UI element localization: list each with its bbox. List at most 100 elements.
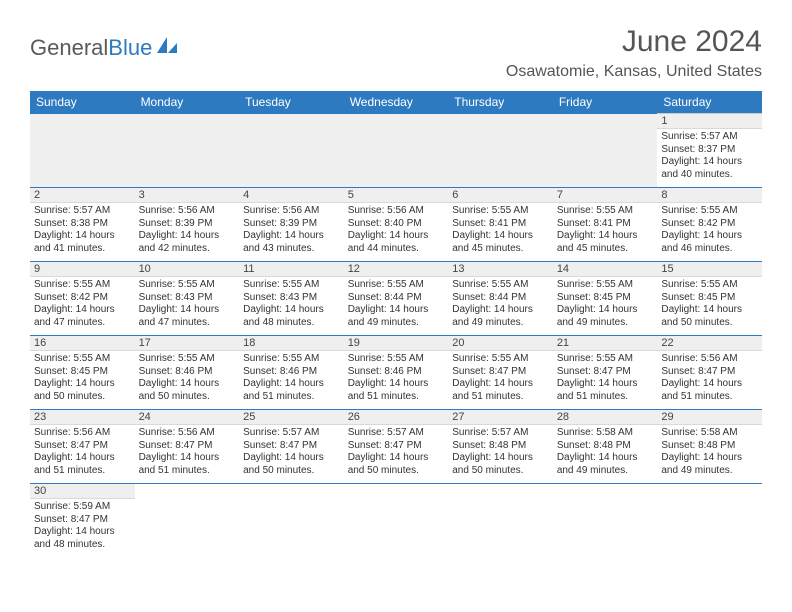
calendar-cell: 12 Sunrise: 5:55 AMSunset: 8:44 PMDayligh… (344, 262, 449, 336)
calendar-week: 16 Sunrise: 5:55 AMSunset: 8:45 PMDayligh… (30, 336, 762, 410)
calendar-cell (30, 114, 135, 188)
day-number: 12 (344, 262, 449, 277)
calendar-cell (448, 484, 553, 558)
calendar-cell: 7Sunrise: 5:55 AMSunset: 8:41 PMDaylight… (553, 188, 658, 262)
logo: GeneralBlue (30, 35, 179, 61)
day-number: 29 (657, 410, 762, 425)
day-info: Sunrise: 5:55 AMSunset: 8:47 PMDaylight:… (557, 353, 654, 403)
day-number: 19 (344, 336, 449, 351)
day-info: Sunrise: 5:55 AMSunset: 8:47 PMDaylight:… (452, 353, 549, 403)
day-info: Sunrise: 5:57 AMSunset: 8:47 PMDaylight:… (243, 427, 340, 477)
day-info: Sunrise: 5:55 AMSunset: 8:45 PMDaylight:… (661, 279, 758, 329)
calendar-cell (553, 484, 658, 558)
calendar-cell: 6Sunrise: 5:55 AMSunset: 8:41 PMDaylight… (448, 188, 553, 262)
calendar-cell: 26Sunrise: 5:57 AMSunset: 8:47 PMDayligh… (344, 410, 449, 484)
calendar-cell (657, 484, 762, 558)
day-header: Friday (553, 91, 658, 114)
calendar-cell: 10 Sunrise: 5:55 AMSunset: 8:43 PMDayligh… (135, 262, 240, 336)
calendar-cell: 14 Sunrise: 5:55 AMSunset: 8:45 PMDayligh… (553, 262, 658, 336)
calendar-cell (344, 484, 449, 558)
day-info: Sunrise: 5:55 AMSunset: 8:42 PMDaylight:… (661, 205, 758, 255)
day-info: Sunrise: 5:55 AMSunset: 8:46 PMDaylight:… (243, 353, 340, 403)
calendar-table: SundayMondayTuesdayWednesdayThursdayFrid… (30, 91, 762, 558)
calendar-cell: 15Sunrise: 5:55 AMSunset: 8:45 PMDayligh… (657, 262, 762, 336)
calendar-cell: 11Sunrise: 5:55 AMSunset: 8:43 PMDayligh… (239, 262, 344, 336)
calendar-cell: 28Sunrise: 5:58 AMSunset: 8:48 PMDayligh… (553, 410, 658, 484)
day-info: Sunrise: 5:57 AMSunset: 8:48 PMDaylight:… (452, 427, 549, 477)
logo-text-part2: Blue (108, 35, 152, 61)
calendar-cell: 23 Sunrise: 5:56 AMSunset: 8:47 PMDayligh… (30, 410, 135, 484)
logo-text-part1: General (30, 35, 108, 61)
calendar-week: 1 Sunrise: 5:57 AMSunset: 8:37 PMDaylight… (30, 114, 762, 188)
month-title: June 2024 (506, 25, 762, 59)
day-info: Sunrise: 5:55 AMSunset: 8:46 PMDaylight:… (139, 353, 236, 403)
calendar-cell: 3Sunrise: 5:56 AMSunset: 8:39 PMDaylight… (135, 188, 240, 262)
calendar-cell: 13Sunrise: 5:55 AMSunset: 8:44 PMDayligh… (448, 262, 553, 336)
day-number: 6 (448, 188, 553, 203)
day-info: Sunrise: 5:55 AMSunset: 8:44 PMDaylight:… (348, 279, 445, 329)
day-number: 27 (448, 410, 553, 425)
calendar-week: 23 Sunrise: 5:56 AMSunset: 8:47 PMDayligh… (30, 410, 762, 484)
day-info: Sunrise: 5:55 AMSunset: 8:43 PMDaylight:… (243, 279, 340, 329)
title-block: June 2024 Osawatomie, Kansas, United Sta… (506, 25, 762, 81)
calendar-cell: 4 Sunrise: 5:56 AMSunset: 8:39 PMDaylight… (239, 188, 344, 262)
day-number: 13 (448, 262, 553, 277)
day-number: 2 (30, 188, 135, 203)
day-number: 21 (553, 336, 658, 351)
day-info: Sunrise: 5:56 AMSunset: 8:40 PMDaylight:… (348, 205, 445, 255)
day-info: Sunrise: 5:56 AMSunset: 8:47 PMDaylight:… (34, 427, 131, 477)
day-number: 7 (553, 188, 658, 203)
calendar-cell: 8 Sunrise: 5:55 AMSunset: 8:42 PMDaylight… (657, 188, 762, 262)
day-number: 16 (30, 336, 135, 351)
calendar-header-row: SundayMondayTuesdayWednesdayThursdayFrid… (30, 91, 762, 114)
calendar-cell: 27 Sunrise: 5:57 AMSunset: 8:48 PMDayligh… (448, 410, 553, 484)
day-info: Sunrise: 5:55 AMSunset: 8:42 PMDaylight:… (34, 279, 131, 329)
day-number: 14 (553, 262, 658, 277)
day-header: Thursday (448, 91, 553, 114)
header: GeneralBlue June 2024 Osawatomie, Kansas… (30, 25, 762, 81)
day-number: 28 (553, 410, 658, 425)
calendar-week: 9 Sunrise: 5:55 AMSunset: 8:42 PMDaylight… (30, 262, 762, 336)
day-info: Sunrise: 5:55 AMSunset: 8:45 PMDaylight:… (557, 279, 654, 329)
day-number: 18 (239, 336, 344, 351)
calendar-cell (239, 484, 344, 558)
day-number: 3 (135, 188, 240, 203)
calendar-cell: 22 Sunrise: 5:56 AMSunset: 8:47 PMDayligh… (657, 336, 762, 410)
calendar-cell: 24Sunrise: 5:56 AMSunset: 8:47 PMDayligh… (135, 410, 240, 484)
day-header: Sunday (30, 91, 135, 114)
day-info: Sunrise: 5:55 AMSunset: 8:46 PMDaylight:… (348, 353, 445, 403)
calendar-cell (135, 114, 240, 188)
day-info: Sunrise: 5:56 AMSunset: 8:39 PMDaylight:… (243, 205, 340, 255)
day-number: 23 (30, 410, 135, 425)
calendar-cell: 29Sunrise: 5:58 AMSunset: 8:48 PMDayligh… (657, 410, 762, 484)
day-info: Sunrise: 5:55 AMSunset: 8:45 PMDaylight:… (34, 353, 131, 403)
day-info: Sunrise: 5:59 AMSunset: 8:47 PMDaylight:… (34, 501, 131, 551)
calendar-cell: 18 Sunrise: 5:55 AMSunset: 8:46 PMDayligh… (239, 336, 344, 410)
calendar-cell: 1 Sunrise: 5:57 AMSunset: 8:37 PMDaylight… (657, 114, 762, 188)
calendar-cell: 19 Sunrise: 5:55 AMSunset: 8:46 PMDayligh… (344, 336, 449, 410)
location: Osawatomie, Kansas, United States (506, 63, 762, 81)
calendar-cell: 2Sunrise: 5:57 AMSunset: 8:38 PMDaylight… (30, 188, 135, 262)
day-number: 1 (657, 114, 762, 129)
calendar-cell: 5Sunrise: 5:56 AMSunset: 8:40 PMDaylight… (344, 188, 449, 262)
day-info: Sunrise: 5:55 AMSunset: 8:43 PMDaylight:… (139, 279, 236, 329)
day-number: 25 (239, 410, 344, 425)
day-number: 24 (135, 410, 240, 425)
day-number: 4 (239, 188, 344, 203)
calendar-cell: 21 Sunrise: 5:55 AMSunset: 8:47 PMDayligh… (553, 336, 658, 410)
day-info: Sunrise: 5:57 AMSunset: 8:37 PMDaylight:… (661, 131, 758, 181)
calendar-cell: 9 Sunrise: 5:55 AMSunset: 8:42 PMDaylight… (30, 262, 135, 336)
calendar-week: 2Sunrise: 5:57 AMSunset: 8:38 PMDaylight… (30, 188, 762, 262)
day-header: Tuesday (239, 91, 344, 114)
day-number: 9 (30, 262, 135, 277)
calendar-cell (135, 484, 240, 558)
day-info: Sunrise: 5:56 AMSunset: 8:47 PMDaylight:… (661, 353, 758, 403)
day-number: 10 (135, 262, 240, 277)
calendar-cell: 25 Sunrise: 5:57 AMSunset: 8:47 PMDayligh… (239, 410, 344, 484)
day-number: 20 (448, 336, 553, 351)
calendar-cell (448, 114, 553, 188)
day-number: 8 (657, 188, 762, 203)
day-number: 17 (135, 336, 240, 351)
day-number: 22 (657, 336, 762, 351)
day-number: 30 (30, 484, 135, 499)
